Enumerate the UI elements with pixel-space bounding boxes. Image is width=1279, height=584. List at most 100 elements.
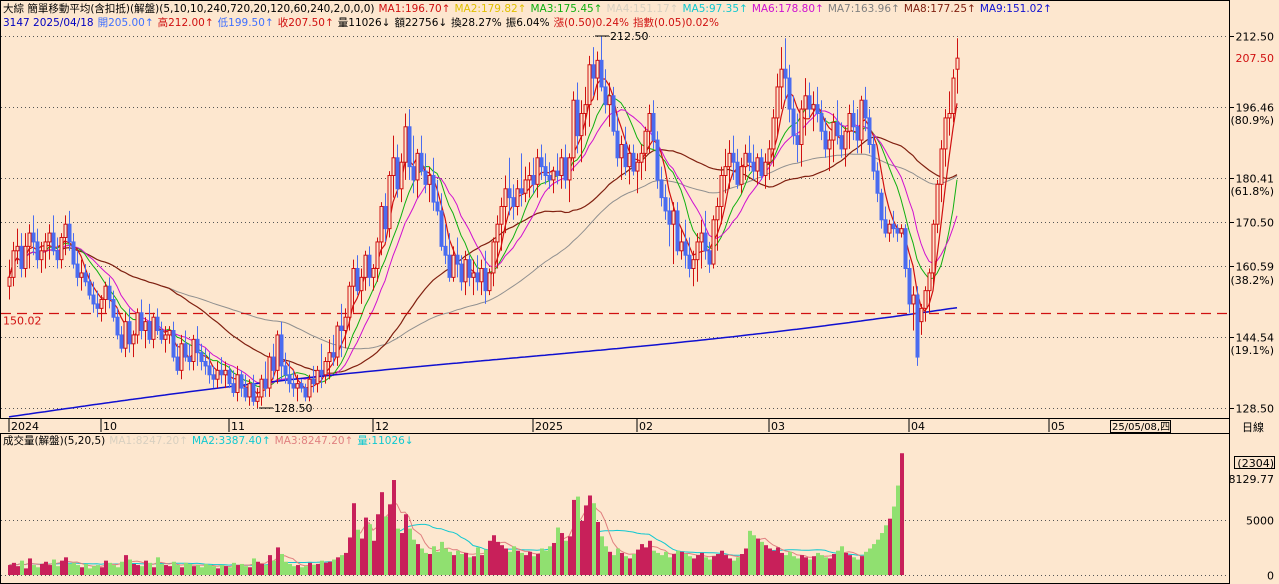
volume-bar [868,548,872,575]
candle-body [567,157,572,181]
header-line2-item: 換28.27% [451,17,502,29]
candle-body [863,99,868,119]
volume-bar [844,552,848,575]
volume-bar [752,535,756,575]
volume-bar [276,547,280,575]
candle-body [267,356,272,389]
time-label: 02 [639,420,653,433]
volume-bar [220,565,224,575]
candle-body [183,343,188,358]
candle-body [383,206,388,230]
volume-bar [52,559,56,575]
candle-body [819,113,824,132]
candle-body [483,268,488,292]
candle-body [887,223,892,234]
volume-bar [744,548,748,575]
volume-bar [892,506,896,575]
low-marker-label: 128.50 [274,402,313,415]
candle-body [163,334,168,340]
header-line2-item: 量11026↓ [338,17,391,29]
volume-bar [316,563,320,575]
volume-bar [648,540,652,575]
volume-bar [704,557,708,575]
volume-bar [356,529,360,575]
candle-body [955,57,960,70]
candle-body [195,338,200,354]
candle-body [647,113,652,132]
volume-bar [16,566,20,575]
candle-body [399,161,404,190]
candle-body [775,86,780,119]
volume-bar [792,556,796,575]
volume-bar [376,514,380,575]
candle-body [599,59,604,88]
candle-body [703,232,708,252]
candle-body [623,144,628,168]
candle-body [683,241,688,256]
candle-body [731,152,736,163]
volume-bar [828,558,832,575]
time-label: 11 [231,420,245,433]
volume-bar [264,565,268,575]
candle-body [535,157,540,185]
candle-body [355,268,360,292]
volume-bar [864,551,868,575]
candle-body [783,68,788,79]
volume-top-label-1: (2304) [1237,457,1274,470]
candle-body [463,259,468,283]
candle-body [859,99,864,141]
volume-bar [500,545,504,575]
candle-body [543,166,548,176]
candle-body [55,250,60,261]
header-line1-item: MA4:151.17↑ [606,3,678,15]
candle-body [407,126,412,168]
candle-body [771,117,776,150]
volume-bar [460,554,464,575]
candle-body [907,268,912,305]
volume-bar [696,555,700,575]
volume-bar [188,563,192,575]
candle-body [23,245,28,270]
candle-body [339,325,344,332]
header-line2-item: 收207.50↑ [278,16,334,29]
candle-body [479,268,484,283]
candle-body [527,175,532,181]
candle-body [659,179,664,199]
candle-body [287,374,292,385]
volume-bar [44,561,48,575]
volume-header-item: MA1:8247.20↑ [109,435,188,447]
volume-bar [84,563,88,575]
volume-bar [48,565,52,575]
candle-body [119,334,124,349]
volume-bar [620,552,624,575]
candle-body [699,232,704,243]
high-marker-label: 212.50 [610,30,649,43]
candle-body [763,161,768,176]
candle-body [439,210,444,247]
volume-bar [476,547,480,575]
candle-body [779,68,784,88]
candle-body [559,157,564,177]
volume-bar [24,568,28,575]
candle-body [935,183,940,225]
volume-bar [872,544,876,575]
candle-body [923,290,928,309]
volume-bar [628,558,632,575]
volume-bar [772,550,776,575]
candle-body [419,152,424,172]
volume-bar [388,504,392,575]
volume-bar [468,557,472,575]
volume-bar [580,520,584,575]
candle-body [487,272,492,292]
header-line2-item: 3147 2025/04/18 [3,17,94,29]
candle-body [175,356,180,371]
candle-body [39,250,44,261]
volume-bar [92,566,96,575]
volume-bar [708,559,712,575]
candle-body [911,294,916,305]
candle-body [375,241,380,270]
volume-bar [676,550,680,575]
volume-bar [416,544,420,575]
volume-bar [296,565,300,575]
